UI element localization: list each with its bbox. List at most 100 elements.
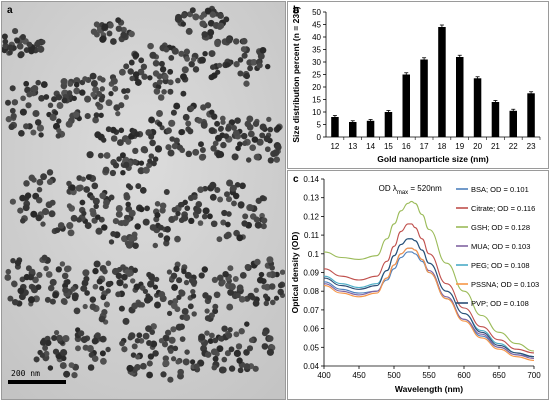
nanoparticle [253, 216, 260, 223]
nanoparticle [45, 271, 53, 278]
nanoparticle [90, 91, 97, 98]
nanoparticle [154, 301, 161, 309]
nanoparticle [225, 196, 233, 203]
nanoparticle [103, 301, 110, 308]
nanoparticle [94, 332, 101, 339]
bar-chart-y-tick-label: 30 [312, 58, 321, 67]
nanoparticle [49, 298, 56, 305]
nanoparticle [185, 120, 192, 127]
nanoparticle [2, 42, 9, 50]
nanoparticle [146, 340, 152, 346]
nanoparticle [71, 371, 78, 379]
nanoparticle [115, 291, 122, 298]
nanoparticle [65, 265, 72, 272]
bar-chart-y-tick-label: 40 [312, 33, 321, 42]
nanoparticle [45, 339, 52, 347]
nanoparticle [174, 235, 181, 243]
nanoparticle [148, 153, 155, 159]
nanoparticle [240, 37, 248, 45]
nanoparticle [134, 363, 141, 371]
nanoparticle [91, 355, 99, 362]
lambda-max-suffix: = 520nm [408, 184, 442, 193]
nanoparticle [103, 152, 111, 159]
nanoparticle [162, 73, 169, 80]
bar-chart-x-tick-label: 23 [527, 142, 536, 151]
nanoparticle [105, 99, 113, 107]
legend-entry: PVP; OD = 0.108 [471, 299, 529, 308]
nanoparticle [178, 50, 185, 57]
nanoparticle [115, 210, 123, 218]
nanoparticle [225, 221, 231, 228]
nanoparticle [190, 288, 196, 295]
nanoparticle [211, 72, 218, 79]
panel-a-tem-image: a 200 nm [1, 1, 286, 400]
nanoparticle [125, 138, 132, 145]
bar [402, 74, 410, 137]
nanoparticle [84, 95, 92, 103]
nanoparticle [20, 218, 26, 224]
panel-c-optical-density: c 0.04 0.05 0.06 0.07 0.08 0.09 0.1 0.11 0.12 0.1… [287, 170, 549, 400]
bar-chart-x-tick-label: 15 [384, 142, 393, 151]
nanoparticle [167, 88, 174, 95]
nanoparticle [82, 303, 88, 310]
nanoparticle [197, 220, 204, 226]
line-chart-x-tick-label: 600 [457, 371, 471, 380]
nanoparticle [215, 134, 222, 142]
nanoparticle [249, 144, 257, 152]
nanoparticle [192, 194, 198, 200]
nanoparticle [224, 350, 231, 357]
nanoparticle [154, 276, 160, 283]
nanoparticle [67, 81, 74, 87]
nanoparticle [157, 232, 164, 238]
nanoparticle [105, 346, 111, 353]
nanoparticle [34, 119, 42, 126]
nanoparticle [99, 350, 106, 357]
nanoparticle [228, 346, 235, 353]
nanoparticle [108, 194, 115, 201]
nanoparticle [120, 26, 127, 33]
nanoparticle [180, 90, 187, 97]
nanoparticle [2, 38, 9, 45]
nanoparticle [123, 161, 130, 169]
nanoparticle [23, 273, 30, 281]
nanoparticle [48, 210, 56, 218]
nanoparticle [76, 217, 82, 223]
nanoparticle [51, 335, 58, 341]
nanoparticle [95, 214, 101, 220]
nanoparticle [168, 336, 176, 344]
scale-bar [8, 380, 66, 384]
nanoparticle [180, 21, 187, 27]
bar-chart-y-tick-label: 10 [312, 108, 321, 117]
nanoparticle [110, 38, 117, 45]
nanoparticle [182, 358, 190, 366]
nanoparticle [146, 360, 153, 367]
line-chart-y-axis-title: Optical density (OD) [290, 231, 300, 313]
nanoparticle [226, 211, 232, 217]
bar-chart-y-tick-label: 25 [312, 71, 321, 80]
nanoparticle [20, 95, 26, 102]
nanoparticle [180, 73, 187, 81]
nanoparticle [210, 64, 216, 70]
nanoparticle [257, 52, 265, 60]
nanoparticle [91, 337, 99, 345]
nanoparticle [264, 63, 271, 70]
line-chart-legend: BSA; OD = 0.101 Citrate; OD = 0.116 GSH; O… [456, 185, 539, 308]
nanoparticle [30, 210, 38, 218]
nanoparticle [5, 268, 12, 275]
nanoparticle [23, 80, 30, 87]
nanoparticle [147, 273, 156, 281]
bar-chart-y-tick-label: 50 [312, 8, 321, 17]
nanoparticle [10, 257, 16, 264]
nanoparticle [152, 350, 159, 357]
nanoparticle [247, 204, 254, 211]
nanoparticle [216, 236, 223, 243]
nanoparticle [36, 186, 43, 193]
nanoparticle [140, 362, 147, 370]
nanoparticle [110, 77, 118, 85]
bar-chart-x-tick-label: 19 [455, 142, 464, 151]
nanoparticle [218, 13, 224, 19]
nanoparticle [202, 207, 210, 215]
nanoparticle [212, 140, 219, 147]
nanoparticle [264, 146, 271, 153]
nanoparticle [167, 376, 174, 383]
